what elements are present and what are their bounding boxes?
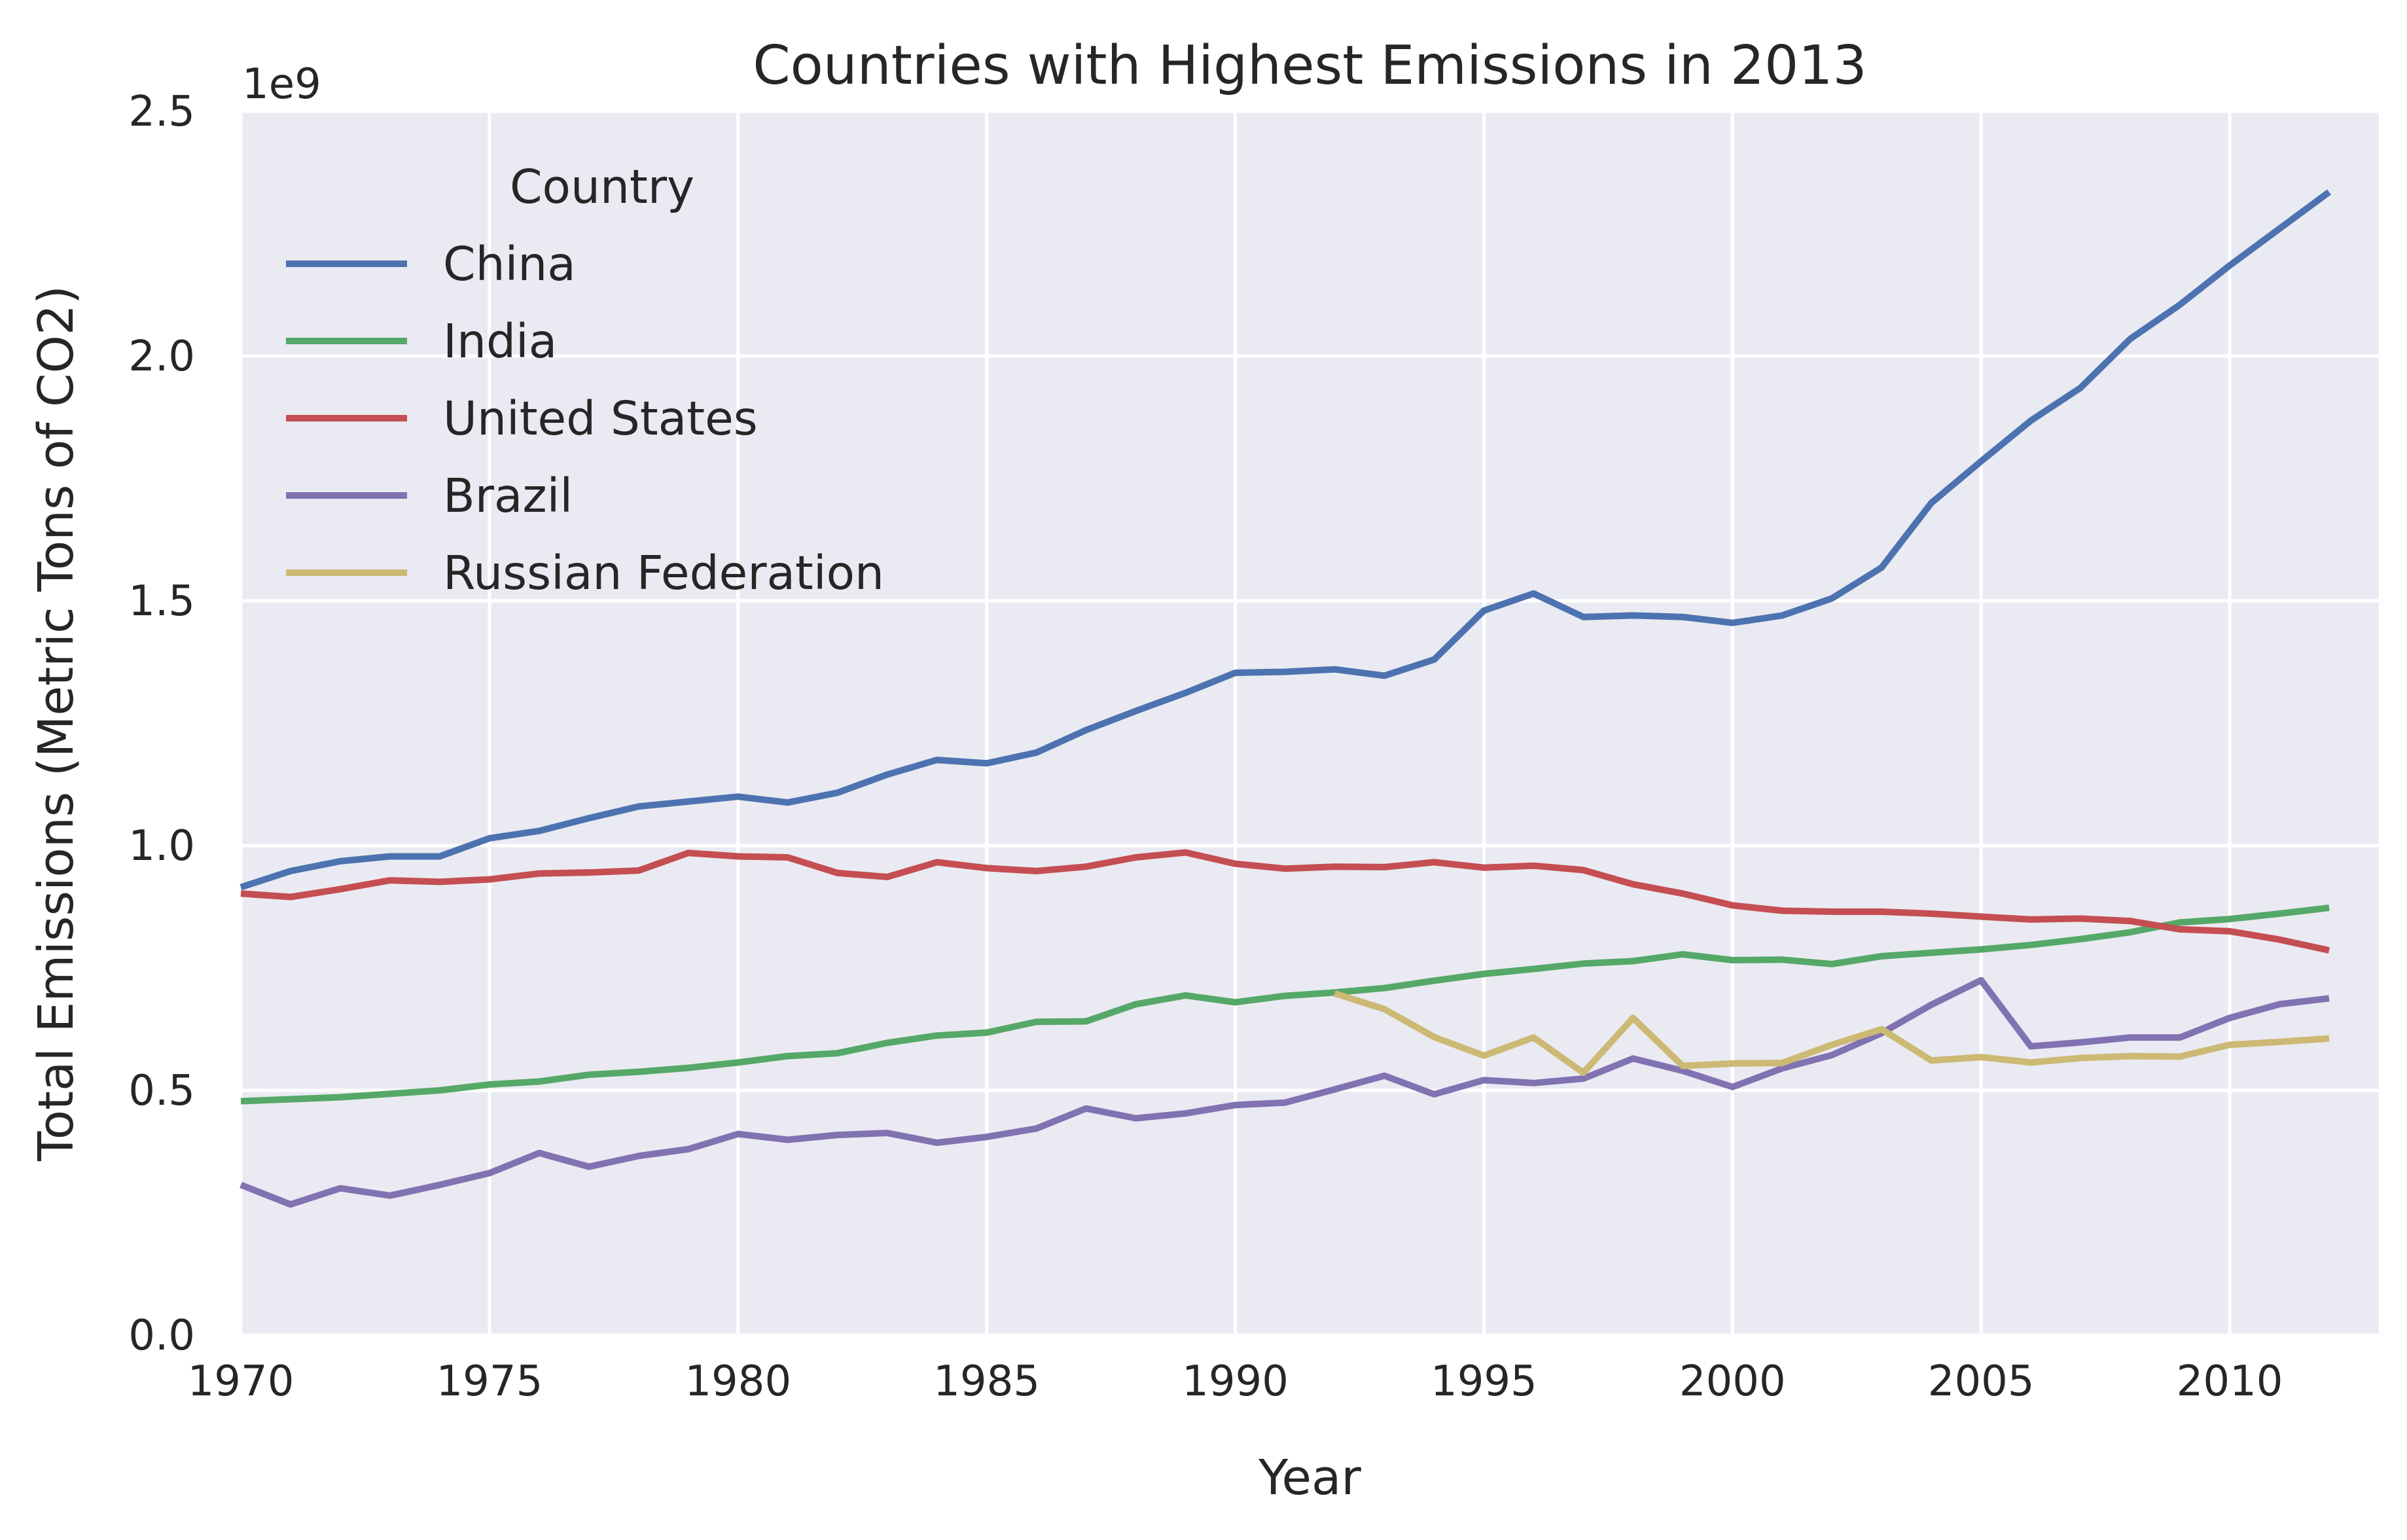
y-tick-label: 0.5: [128, 1067, 195, 1115]
y-tick-label: 1.5: [128, 577, 195, 626]
x-tick-label: 1980: [685, 1357, 791, 1406]
legend-label: China: [443, 237, 576, 291]
series-line-russian-federation: [1334, 990, 2330, 1077]
x-tick-label: 1975: [436, 1357, 543, 1406]
x-tick-label: 1970: [188, 1357, 294, 1406]
y-tick-label: 1.0: [128, 822, 195, 870]
legend-title: Country: [510, 160, 694, 214]
y-axis-scale-label: 1e9: [242, 60, 321, 109]
y-tick-label: 2.0: [128, 332, 195, 381]
series-line-india: [240, 904, 2330, 1105]
legend-label: United States: [443, 391, 758, 446]
series-line-united-states: [240, 849, 2330, 954]
grid: [239, 109, 2379, 1337]
y-tick-label: 0.0: [128, 1312, 195, 1360]
series-line-china: [240, 189, 2331, 891]
x-tick-label: 1990: [1182, 1357, 1289, 1406]
x-tick-label: 1985: [933, 1357, 1040, 1406]
legend: Country China India United States Brazil Rus…: [286, 160, 884, 600]
chart-title: Countries with Highest Emissions in 2013: [753, 35, 1866, 97]
x-tick-label: 2005: [1928, 1357, 2035, 1406]
x-tick-label: 2010: [2177, 1357, 2283, 1406]
y-axis-label: Total Emissions (Metric Tons of CO2): [28, 285, 84, 1162]
legend-items: China India United States Brazil Russian Fed…: [286, 237, 884, 600]
series-line-brazil: [240, 976, 2330, 1208]
x-axis-label: Year: [1258, 1450, 1361, 1506]
y-tick-label: 2.5: [128, 88, 195, 136]
tick-labels: 1970 1975 1980 1985 1990 1995 2000 2005 2010 0.0 0…: [128, 88, 2283, 1406]
x-tick-label: 2000: [1679, 1357, 1786, 1406]
plot-area: [241, 111, 2379, 1335]
x-tick-label: 1995: [1431, 1357, 1537, 1406]
legend-label: Russian Federation: [443, 546, 884, 600]
legend-label: India: [443, 314, 557, 368]
series-layer: [240, 189, 2331, 1208]
legend-label: Brazil: [443, 469, 573, 523]
